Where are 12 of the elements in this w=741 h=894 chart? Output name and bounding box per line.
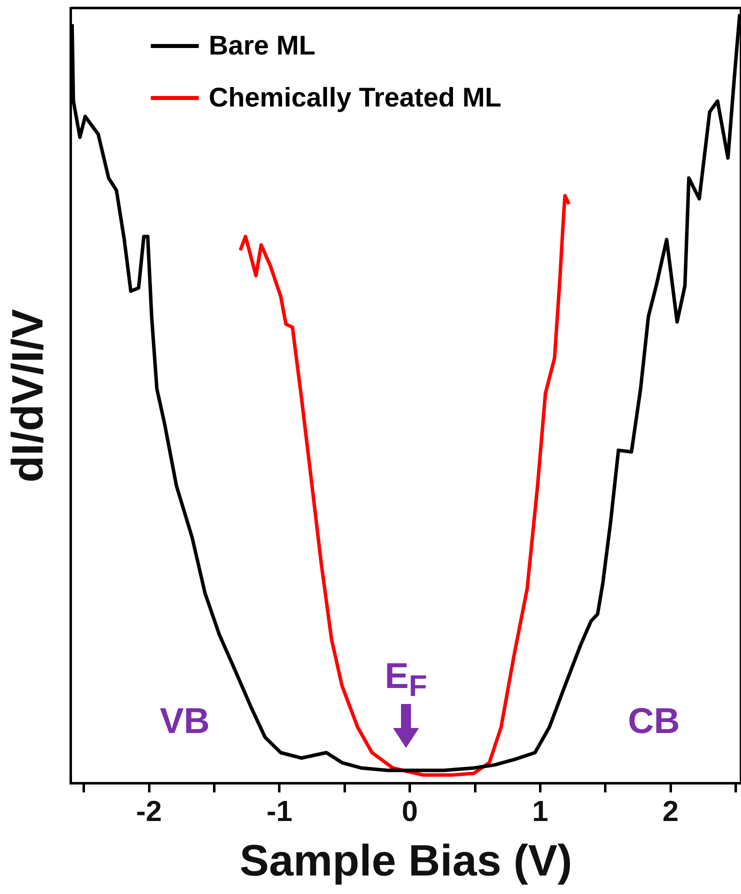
x-tick-label: -1 <box>266 796 292 828</box>
x-tick-label: -2 <box>136 796 162 828</box>
x-tick-label: 0 <box>402 796 418 828</box>
x-tick-label: 2 <box>662 796 679 828</box>
annotation: CB <box>628 700 680 742</box>
annotation: E$_{F}$ <box>384 654 428 703</box>
legend-label: Bare ML <box>208 30 316 60</box>
annotation: VB <box>160 700 210 742</box>
y-axis-title: dI/dV/I/V <box>4 308 53 482</box>
x-tick-label: 1 <box>532 796 548 828</box>
legend-label: Chemically Treated ML <box>208 82 502 112</box>
x-axis-title: Sample Bias (V) <box>240 836 572 886</box>
